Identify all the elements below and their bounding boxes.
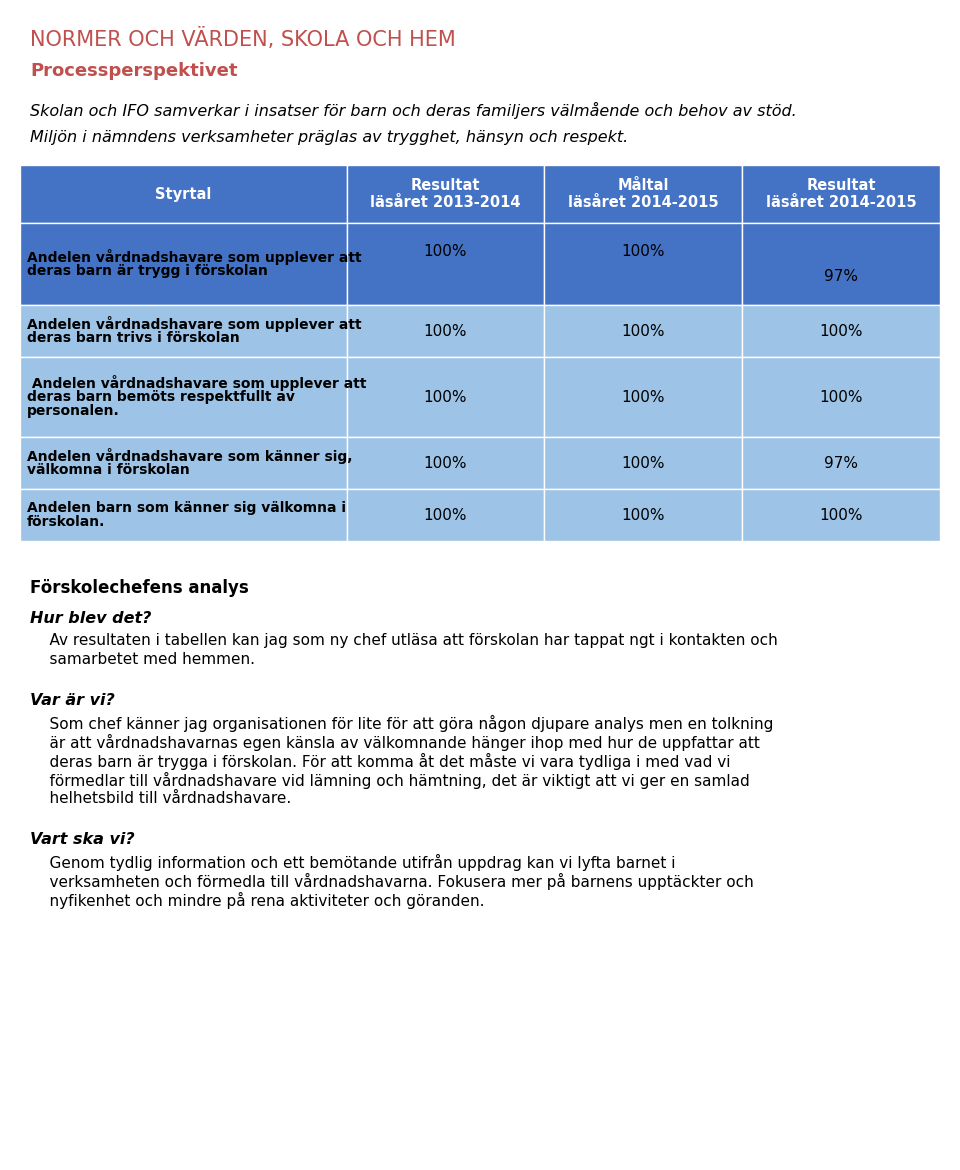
Bar <box>544 223 742 305</box>
Bar <box>20 305 347 357</box>
Text: Var är vi?: Var är vi? <box>30 693 115 708</box>
Text: Processperspektivet: Processperspektivet <box>30 62 237 80</box>
Bar <box>347 357 544 438</box>
Bar <box>742 489 940 541</box>
Text: är att vårdnadshavarnas egen känsla av välkomnande hänger ihop med hur de uppfat: är att vårdnadshavarnas egen känsla av v… <box>30 734 760 751</box>
Text: 97%: 97% <box>824 269 858 284</box>
Text: Andelen vårdnadshavare som upplever att: Andelen vårdnadshavare som upplever att <box>27 316 362 332</box>
Bar <box>347 489 544 541</box>
Text: 100%: 100% <box>819 390 863 405</box>
Text: deras barn bemöts respektfullt av: deras barn bemöts respektfullt av <box>27 390 295 404</box>
Text: nyfikenhet och mindre på rena aktiviteter och göranden.: nyfikenhet och mindre på rena aktivitete… <box>30 892 485 909</box>
Bar <box>544 305 742 357</box>
Bar <box>742 165 940 223</box>
Bar <box>742 223 940 305</box>
Text: välkomna i förskolan: välkomna i förskolan <box>27 463 190 477</box>
Text: Av resultaten i tabellen kan jag som ny chef utläsa att förskolan har tappat ngt: Av resultaten i tabellen kan jag som ny … <box>30 633 778 648</box>
Text: Hur blev det?: Hur blev det? <box>30 611 152 626</box>
Text: Skolan och IFO samverkar i insatser för barn och deras familjers välmående och b: Skolan och IFO samverkar i insatser för … <box>30 102 797 119</box>
Text: Förskolechefens analys: Förskolechefens analys <box>30 579 249 597</box>
Text: Genom tydlig information och ett bemötande utifrån uppdrag kan vi lyfta barnet i: Genom tydlig information och ett bemötan… <box>30 854 676 870</box>
Text: deras barn är trygg i förskolan: deras barn är trygg i förskolan <box>27 264 268 278</box>
Bar <box>544 489 742 541</box>
Text: 100%: 100% <box>423 455 468 470</box>
Bar <box>544 357 742 438</box>
Bar <box>20 357 347 438</box>
Bar <box>544 165 742 223</box>
Text: 97%: 97% <box>824 455 858 470</box>
Text: verksamheten och förmedla till vårdnadshavarna. Fokusera mer på barnens upptäckt: verksamheten och förmedla till vårdnadsh… <box>30 873 754 890</box>
Text: förskolan.: förskolan. <box>27 515 106 529</box>
Text: 100%: 100% <box>621 323 665 338</box>
Bar <box>347 165 544 223</box>
Text: 100%: 100% <box>423 245 468 260</box>
Bar <box>347 438 544 489</box>
Text: deras barn är trygga i förskolan. För att komma åt det måste vi vara tydliga i m: deras barn är trygga i förskolan. För at… <box>30 753 731 770</box>
Bar <box>347 223 544 305</box>
Text: Andelen barn som känner sig välkomna i: Andelen barn som känner sig välkomna i <box>27 501 346 515</box>
Text: 100%: 100% <box>423 390 468 405</box>
Text: samarbetet med hemmen.: samarbetet med hemmen. <box>30 652 255 667</box>
Text: 100%: 100% <box>621 455 665 470</box>
Text: 100%: 100% <box>423 508 468 523</box>
Text: Som chef känner jag organisationen för lite för att göra någon djupare analys me: Som chef känner jag organisationen för l… <box>30 715 774 732</box>
Text: 100%: 100% <box>621 390 665 405</box>
Text: NORMER OCH VÄRDEN, SKOLA OCH HEM: NORMER OCH VÄRDEN, SKOLA OCH HEM <box>30 28 456 50</box>
Text: 100%: 100% <box>621 245 665 260</box>
Text: 100%: 100% <box>423 323 468 338</box>
Text: förmedlar till vårdnadshavare vid lämning och hämtning, det är viktigt att vi ge: förmedlar till vårdnadshavare vid lämnin… <box>30 772 750 789</box>
Bar <box>347 305 544 357</box>
Bar <box>742 305 940 357</box>
Text: Andelen vårdnadshavare som känner sig,: Andelen vårdnadshavare som känner sig, <box>27 448 352 464</box>
Text: 100%: 100% <box>621 508 665 523</box>
Text: Miljön i nämndens verksamheter präglas av trygghet, hänsyn och respekt.: Miljön i nämndens verksamheter präglas a… <box>30 130 628 145</box>
Bar <box>544 438 742 489</box>
Bar <box>20 438 347 489</box>
Text: deras barn trivs i förskolan: deras barn trivs i förskolan <box>27 331 240 345</box>
Bar <box>20 489 347 541</box>
Text: Vart ska vi?: Vart ska vi? <box>30 832 134 847</box>
Text: helhetsbild till vårdnadshavare.: helhetsbild till vårdnadshavare. <box>30 791 291 806</box>
Text: Andelen vårdnadshavare som upplever att: Andelen vårdnadshavare som upplever att <box>27 249 362 264</box>
Bar <box>742 438 940 489</box>
Bar <box>20 223 347 305</box>
Text: Styrtal: Styrtal <box>156 186 211 201</box>
Text: Måltal
läsåret 2014-2015: Måltal läsåret 2014-2015 <box>568 178 719 211</box>
Bar <box>20 165 347 223</box>
Bar <box>742 357 940 438</box>
Text: Andelen vårdnadshavare som upplever att: Andelen vårdnadshavare som upplever att <box>27 376 367 391</box>
Text: Resultat
läsåret 2014-2015: Resultat läsåret 2014-2015 <box>766 178 917 211</box>
Text: 100%: 100% <box>819 323 863 338</box>
Text: Resultat
läsåret 2013-2014: Resultat läsåret 2013-2014 <box>371 178 520 211</box>
Text: 100%: 100% <box>819 508 863 523</box>
Text: personalen.: personalen. <box>27 404 120 418</box>
